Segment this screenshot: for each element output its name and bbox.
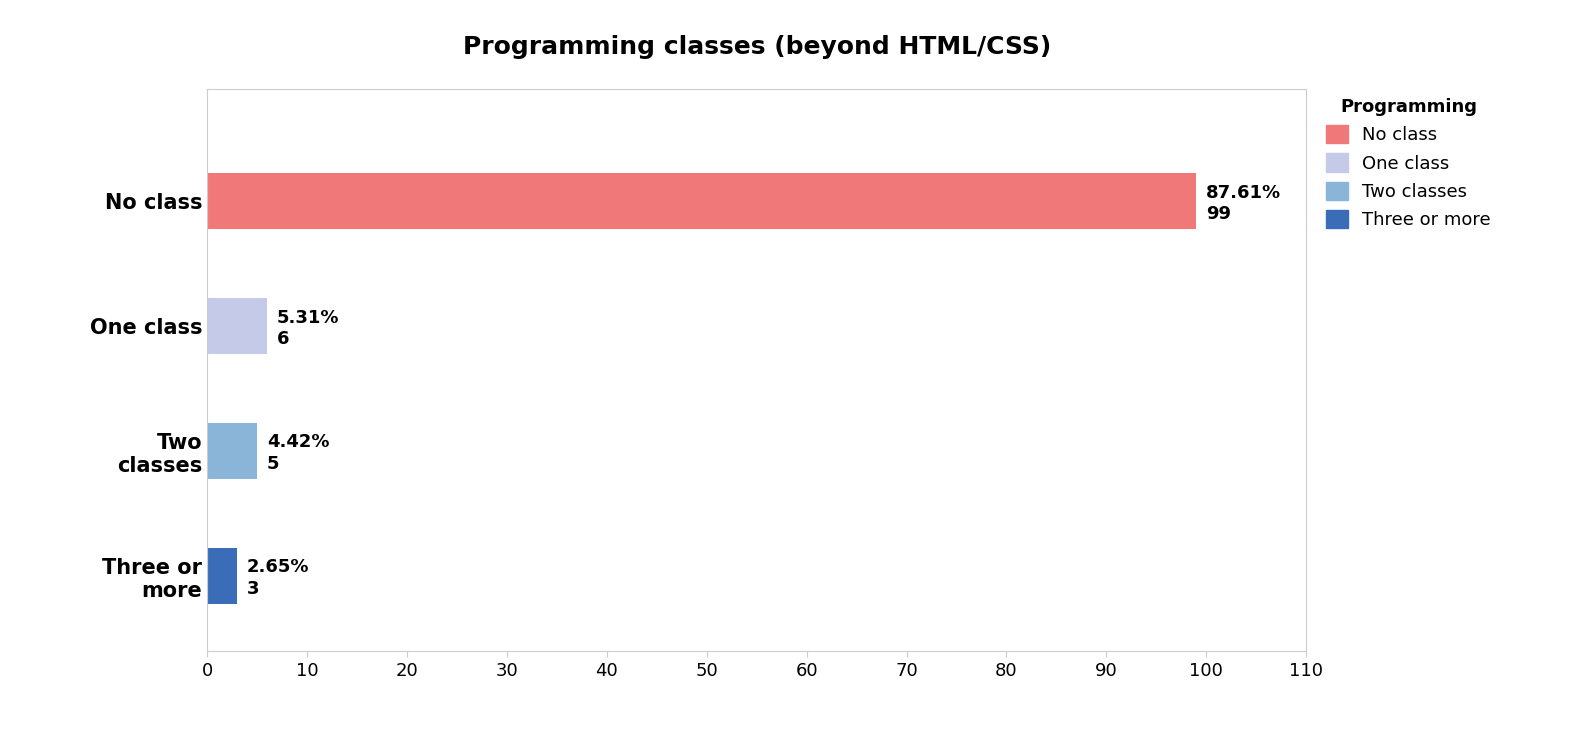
Text: 87.61%: 87.61% (1206, 184, 1281, 201)
Text: 3: 3 (247, 579, 260, 598)
Bar (207, 173, 1196, 229)
Text: 5: 5 (268, 455, 279, 473)
Text: 5.31%: 5.31% (277, 309, 339, 326)
Text: 99: 99 (1206, 205, 1231, 223)
Bar (207, 298, 268, 354)
Legend: No class, One class, Two classes, Three or more: No class, One class, Two classes, Three … (1327, 98, 1491, 229)
Text: 2.65%: 2.65% (247, 559, 309, 576)
Text: 4.42%: 4.42% (268, 434, 330, 451)
Bar (207, 548, 237, 605)
Title: Programming classes (beyond HTML/CSS): Programming classes (beyond HTML/CSS) (462, 35, 1051, 59)
Bar (207, 423, 256, 480)
Text: 6: 6 (277, 330, 290, 348)
